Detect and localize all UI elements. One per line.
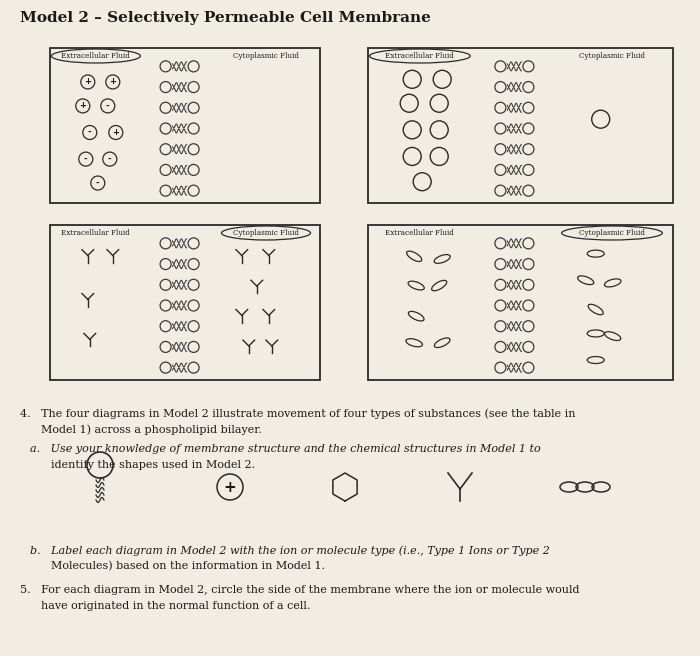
Text: Extracellular Fluid: Extracellular Fluid	[62, 52, 130, 60]
Text: -: -	[84, 155, 88, 163]
Text: have originated in the normal function of a cell.: have originated in the normal function o…	[20, 601, 310, 611]
Text: +: +	[79, 102, 86, 110]
Text: Model 1) across a phospholipid bilayer.: Model 1) across a phospholipid bilayer.	[20, 424, 262, 434]
Text: Cytoplasmic Fluid: Cytoplasmic Fluid	[233, 52, 299, 60]
Bar	[50, 48, 320, 203]
Text: Model 2 – Selectively Permeable Cell Membrane: Model 2 – Selectively Permeable Cell Mem…	[20, 11, 431, 25]
Text: -: -	[88, 128, 92, 137]
Text: 4.   The four diagrams in Model 2 illustrate movement of four types of substance: 4. The four diagrams in Model 2 illustra…	[20, 408, 575, 419]
Text: -: -	[108, 155, 111, 163]
Bar	[368, 225, 673, 380]
Text: Cytoplasmic Fluid: Cytoplasmic Fluid	[579, 52, 645, 60]
Text: -: -	[106, 102, 110, 110]
Text: a.   Use your knowledge of membrane structure and the chemical structures in Mod: a. Use your knowledge of membrane struct…	[30, 444, 540, 454]
Bar	[50, 225, 320, 380]
Text: +: +	[84, 77, 91, 87]
Text: Cytoplasmic Fluid: Cytoplasmic Fluid	[233, 229, 299, 237]
Text: +: +	[109, 77, 116, 87]
Text: Extracellular Fluid: Extracellular Fluid	[386, 52, 454, 60]
Text: identify the shapes used in Model 2.: identify the shapes used in Model 2.	[30, 460, 255, 470]
Text: +: +	[223, 480, 237, 495]
Bar	[368, 48, 673, 203]
Text: +: +	[112, 128, 119, 137]
Text: Cytoplasmic Fluid: Cytoplasmic Fluid	[579, 229, 645, 237]
Text: Extracellular Fluid: Extracellular Fluid	[62, 229, 130, 237]
Text: b.   Label each diagram in Model 2 with the ion or molecule type (i.e., Type 1 I: b. Label each diagram in Model 2 with th…	[30, 545, 550, 556]
Text: -: -	[96, 178, 99, 188]
Text: Extracellular Fluid: Extracellular Fluid	[386, 229, 454, 237]
Text: Molecules) based on the information in Model 1.: Molecules) based on the information in M…	[30, 561, 325, 571]
Text: 5.   For each diagram in Model 2, circle the side of the membrane where the ion : 5. For each diagram in Model 2, circle t…	[20, 585, 580, 595]
